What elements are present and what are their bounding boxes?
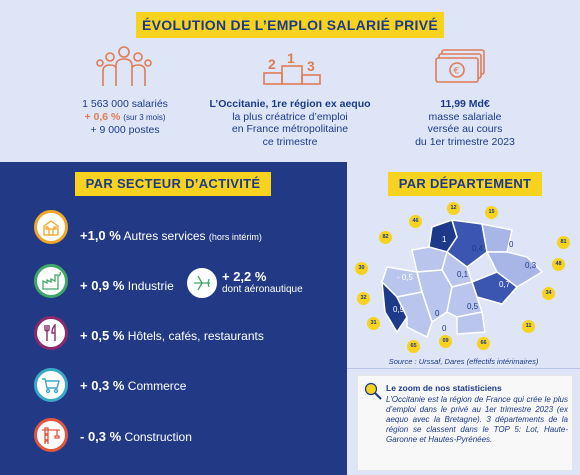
dep-value-48: 0 <box>509 240 514 249</box>
badge-30: 30 <box>355 262 368 275</box>
dep-value-30: 0,3 <box>525 261 537 270</box>
payroll-stat: 11,99 Md€ masse salariale versée au cour… <box>415 98 515 148</box>
sector-row-aero: + 2,2 % dont aéronautique <box>222 269 303 295</box>
dep-value-34: 0,7 <box>499 280 511 289</box>
sector-row-services: +1,0 % Autres services (hors intérim) <box>80 228 262 244</box>
sector-title: PAR SECTEUR D’ACTIVITÉ <box>75 172 271 196</box>
badge-15: 15 <box>485 206 498 219</box>
badge-46: 46 <box>409 215 422 228</box>
dept-09 <box>395 291 433 339</box>
svg-text:€: € <box>454 67 460 77</box>
dep-value-11: 0,5 <box>467 302 479 311</box>
badge-66: 66 <box>477 337 490 350</box>
dep-value-09: 0 <box>442 324 447 333</box>
dep-value-12: 0,4 <box>472 244 484 253</box>
zoom-title: Le zoom de nos statisticiens <box>386 383 502 393</box>
dep-value-31: 0 <box>435 309 440 318</box>
employees-pct-note: (sur 3 mois) <box>123 112 166 122</box>
dep-value-65: 0,9 <box>393 305 405 314</box>
badge-82: 82 <box>379 231 392 244</box>
department-title: PAR DÉPARTEMENT <box>388 172 542 196</box>
magnifier-icon <box>364 382 382 400</box>
source-note: Source : Urssaf, Dares (effectifs intéri… <box>388 357 539 366</box>
badge-65: 65 <box>407 340 420 353</box>
factory-icon <box>34 264 68 298</box>
crane-icon <box>34 418 68 452</box>
cutlery-icon <box>34 316 68 350</box>
payroll-amount: 11,99 Md€ <box>440 98 490 110</box>
dep-value-81: 0,1 <box>457 270 469 279</box>
podium-1: 1 <box>287 50 295 66</box>
dept-65 <box>381 279 408 334</box>
badge-32: 32 <box>357 292 370 305</box>
sector-row-industry: + 0,9 % Industrie <box>80 278 174 294</box>
top-section: ÉVOLUTION DE L’EMPLOI SALARIÉ PRIVÉ 1 56… <box>0 0 580 162</box>
sector-row-hotels: + 0,5 % Hôtels, cafés, restaurants <box>80 328 264 344</box>
divider <box>347 368 580 369</box>
sector-row-construction: - 0,3 % Construction <box>80 429 192 445</box>
region-rank: L’Occitanie, 1re région ex aequo <box>209 98 371 110</box>
badge-11: 11 <box>522 320 535 333</box>
dept-66 <box>456 311 486 335</box>
building-icon <box>34 210 68 244</box>
money-icon: € <box>435 49 485 83</box>
employees-count: 1 563 000 salariés <box>82 98 168 110</box>
page-title: ÉVOLUTION DE L’EMPLOI SALARIÉ PRIVÉ <box>136 12 444 38</box>
badge-09: 09 <box>439 335 452 348</box>
badge-81: 81 <box>557 236 570 249</box>
employees-pct: + 0,6 % <box>84 110 121 123</box>
zoom-text: L’Occitanie est la région de France qui … <box>386 395 568 444</box>
podium-3: 3 <box>307 58 315 74</box>
dept-48 <box>481 223 513 253</box>
badge-12: 12 <box>447 202 460 215</box>
department-map <box>381 219 544 339</box>
dep-value-32: - 0,5 <box>397 273 414 282</box>
badge-31: 31 <box>367 317 380 330</box>
badge-48: 48 <box>552 258 565 271</box>
people-icon <box>96 46 152 86</box>
sector-row-commerce: + 0,3 % Commerce <box>80 378 187 394</box>
cart-icon <box>34 368 68 402</box>
airplane-icon <box>187 268 217 298</box>
dep-value-46: 1 <box>442 235 447 244</box>
zoom-box: Le zoom de nos statisticiens L’Occitanie… <box>357 375 573 471</box>
employees-posts: + 9 000 postes <box>90 124 160 136</box>
podium-2: 2 <box>268 56 276 72</box>
podium-icon <box>263 65 321 85</box>
employees-stat: 1 563 000 salariés + 0,6 % (sur 3 mois) … <box>55 98 195 137</box>
region-stat: L’Occitanie, 1re région ex aequo la plus… <box>209 98 371 148</box>
badge-34: 34 <box>542 287 555 300</box>
sector-panel: PAR SECTEUR D’ACTIVITÉ +1,0 % Autres ser… <box>0 162 347 475</box>
